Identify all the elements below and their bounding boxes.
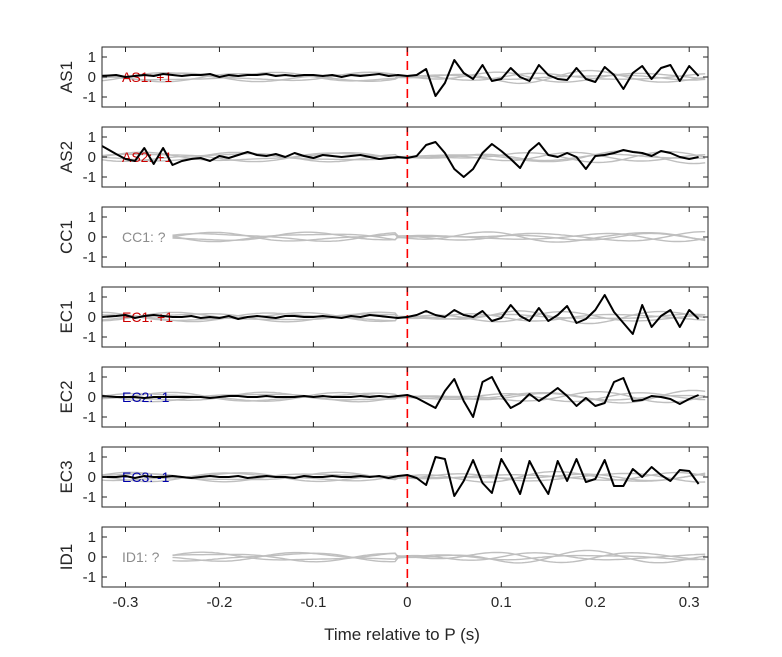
waveform-trace: [102, 294, 700, 335]
panel-cc1: CC1: ? -1 0 1 CC1: [57, 206, 709, 268]
station-annotation: ID1: ?: [122, 549, 160, 565]
y-axis-label: AS2: [57, 141, 76, 173]
station-annotation: CC1: ?: [122, 229, 166, 245]
y-tick-label: 0: [88, 69, 96, 86]
y-tick-label: 1: [88, 449, 96, 466]
background-trace: [172, 551, 706, 564]
background-traces: [102, 470, 706, 483]
y-tick-label: 1: [88, 49, 96, 66]
y-tick-label: -1: [83, 569, 96, 586]
y-tick-label: 0: [88, 549, 96, 566]
x-tick-label: 0.2: [585, 594, 606, 611]
y-tick-label: -1: [83, 89, 96, 106]
y-axis-label: EC3: [57, 460, 76, 493]
x-tick-label: 0.1: [491, 594, 512, 611]
y-tick-label: 1: [88, 209, 96, 226]
y-tick-label: -1: [83, 249, 96, 266]
y-axis-label: AS1: [57, 61, 76, 93]
y-axis-label: ID1: [57, 544, 76, 570]
x-axis: -0.3 -0.2 -0.1 0 0.1 0.2 0.3: [113, 594, 700, 611]
x-tick-label: -0.2: [207, 594, 233, 611]
background-traces: [172, 549, 706, 564]
y-tick-label: -1: [83, 329, 96, 346]
waveform-trace: [102, 59, 700, 97]
y-tick-label: 0: [88, 149, 96, 166]
y-tick-label: 1: [88, 369, 96, 386]
panel-id1: ID1: ? -1 0 1 ID1: [57, 526, 709, 588]
y-tick-label: 0: [88, 389, 96, 406]
y-axis-label: EC1: [57, 300, 76, 333]
y-tick-label: -1: [83, 169, 96, 186]
y-tick-label: -1: [83, 409, 96, 426]
waveform-trace: [102, 141, 699, 178]
y-tick-label: 1: [88, 529, 96, 546]
x-tick-label: -0.3: [113, 594, 139, 611]
x-tick-label: 0: [403, 594, 411, 611]
station-annotation: AS1: +1: [122, 69, 172, 85]
x-tick-label: -0.1: [300, 594, 326, 611]
waveform-trace: [102, 456, 700, 497]
x-axis-label: Time relative to P (s): [324, 625, 480, 644]
background-trace: [172, 231, 706, 243]
background-trace: [172, 551, 706, 561]
x-tick-label: 0.3: [679, 594, 700, 611]
waveform-trace: [102, 376, 699, 418]
y-axis-label: CC1: [57, 220, 76, 254]
panel-as1: AS1: +1 -1 0 1 AS1: [57, 46, 709, 108]
y-axis-label: EC2: [57, 380, 76, 413]
panel-ec1: EC1: +1 -1 0 1 EC1: [57, 286, 709, 348]
background-trace: [102, 471, 706, 483]
y-tick-label: -1: [83, 489, 96, 506]
background-traces: [172, 231, 706, 243]
y-tick-label: 0: [88, 469, 96, 486]
y-tick-label: 1: [88, 129, 96, 146]
y-tick-label: 0: [88, 309, 96, 326]
y-tick-label: 0: [88, 229, 96, 246]
background-trace: [172, 231, 706, 243]
background-trace: [172, 549, 706, 564]
y-tick-label: 1: [88, 289, 96, 306]
station-annotation: EC1: +1: [122, 309, 173, 325]
